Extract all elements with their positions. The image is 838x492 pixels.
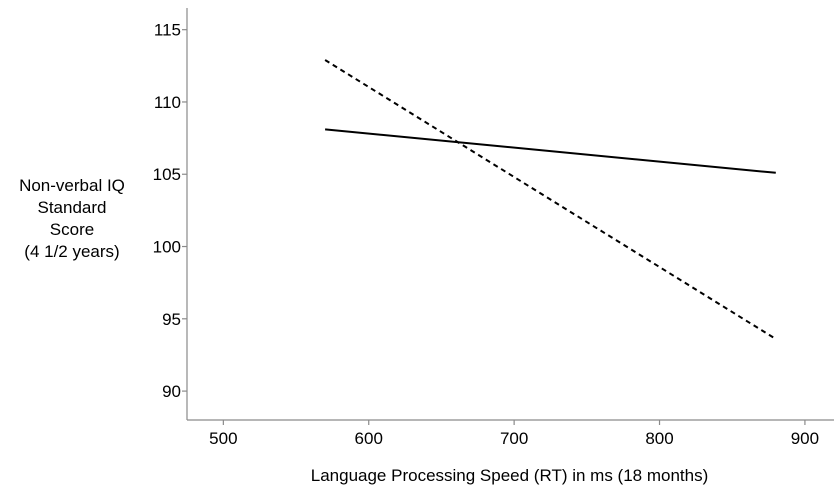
x-tick-label: 800 bbox=[645, 429, 673, 448]
y-tick-label: 90 bbox=[162, 382, 181, 401]
x-axis-title: Language Processing Speed (RT) in ms (18… bbox=[311, 466, 709, 485]
x-tick-label: 500 bbox=[209, 429, 237, 448]
x-tick-label: 900 bbox=[791, 429, 819, 448]
y-tick-label: 105 bbox=[153, 165, 181, 184]
x-tick-label: 700 bbox=[500, 429, 528, 448]
y-axis-ticks: 90 95 100 105 110 115 bbox=[153, 21, 187, 401]
y-axis-title-line: Non-verbal IQ bbox=[19, 176, 125, 195]
series-line-dashed bbox=[324, 59, 777, 340]
y-tick-label: 110 bbox=[154, 93, 181, 112]
x-tick-label: 600 bbox=[355, 429, 383, 448]
x-axis-ticks: 500 600 700 800 900 bbox=[209, 420, 819, 448]
y-tick-label: 100 bbox=[153, 238, 181, 257]
y-axis-title-line: Standard bbox=[38, 198, 107, 217]
y-axis-title: Non-verbal IQ Standard Score (4 1/2 years) bbox=[19, 176, 125, 261]
series-line-solid bbox=[325, 128, 776, 174]
y-axis-title-line: Score bbox=[50, 220, 94, 239]
series-group bbox=[324, 59, 777, 340]
y-tick-label: 95 bbox=[162, 310, 181, 329]
y-axis-title-line: (4 1/2 years) bbox=[24, 242, 119, 261]
y-tick-label: 115 bbox=[154, 21, 181, 40]
